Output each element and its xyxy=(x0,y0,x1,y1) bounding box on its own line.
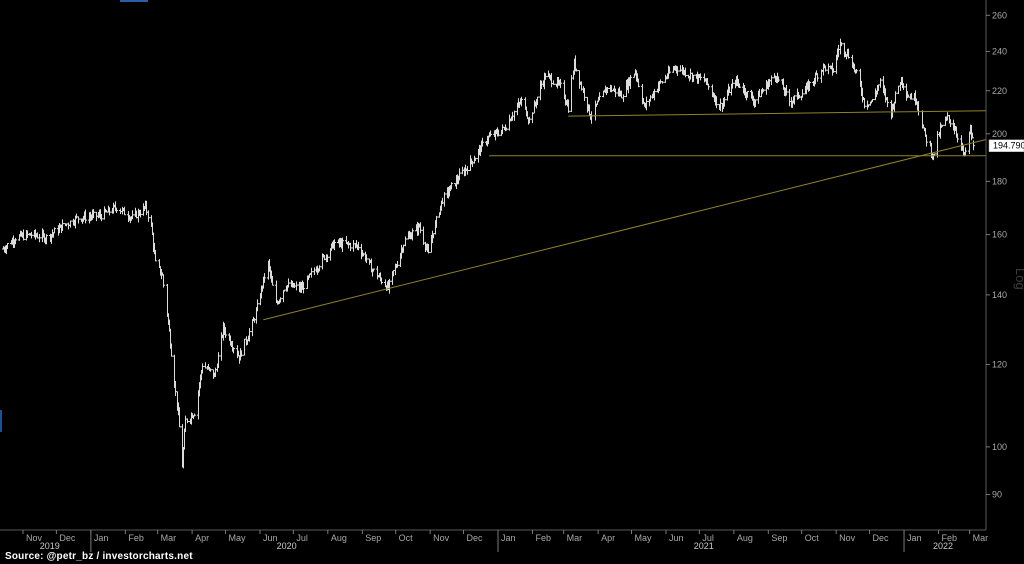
trend-lines xyxy=(263,110,987,321)
x-tick-label: Nov xyxy=(26,533,43,543)
x-tick-label: Feb xyxy=(128,533,144,543)
x-tick-label: Oct xyxy=(399,533,414,543)
top-accent-bar xyxy=(120,0,148,2)
x-tick-label: Jan xyxy=(907,533,922,543)
x-tick-label: Jun xyxy=(263,533,278,543)
x-tick-label: May xyxy=(228,533,246,543)
x-tick-label: Dec xyxy=(59,533,76,543)
x-tick-label: Apr xyxy=(601,533,615,543)
x-tick-label: Jan xyxy=(501,533,516,543)
year-label: 2022 xyxy=(933,541,953,551)
last-value-box xyxy=(988,139,1024,152)
source-caption: Source: @petr_bz / investorcharts.net xyxy=(5,551,193,562)
x-tick-label: Mar xyxy=(567,533,583,543)
y-tick-label: 200 xyxy=(992,129,1007,139)
year-label: 2020 xyxy=(277,541,297,551)
x-tick-label: Jun xyxy=(669,533,684,543)
x-tick-label: Aug xyxy=(737,533,753,543)
x-tick-label: Sep xyxy=(771,533,787,543)
x-tick-label: Feb xyxy=(535,533,551,543)
y-tick-label: 100 xyxy=(992,442,1007,452)
x-tick-label: Dec xyxy=(873,533,890,543)
x-tick-label: May xyxy=(634,533,652,543)
y-tick-label: 160 xyxy=(992,230,1007,240)
y-tick-label: 220 xyxy=(992,86,1007,96)
x-tick-label: Nov xyxy=(839,533,856,543)
chart-axes xyxy=(0,0,987,531)
x-tick-label: Feb xyxy=(942,533,958,543)
price-bars xyxy=(2,38,975,469)
x-tick-label: Nov xyxy=(433,533,450,543)
last-value-label: 194.790 xyxy=(993,141,1024,151)
trend-line xyxy=(568,110,987,117)
y-tick-label: 260 xyxy=(992,10,1007,20)
y-axis-ticks: 90 100 120 140 160 180 200 220 240 260 xyxy=(986,10,1007,499)
last-value-marker: 194.790 xyxy=(988,139,1024,152)
x-tick-label: Mar xyxy=(161,533,177,543)
y-tick-label: 140 xyxy=(992,290,1007,300)
y-tick-label: 240 xyxy=(992,46,1007,56)
x-tick-label: Sep xyxy=(365,533,381,543)
y-tick-label: 180 xyxy=(992,176,1007,186)
x-tick-label: Jul xyxy=(296,533,308,543)
year-label: 2019 xyxy=(40,541,60,551)
log-scale-label: Log xyxy=(1013,268,1024,290)
x-tick-label: Apr xyxy=(195,533,209,543)
x-tick-label: Jul xyxy=(702,533,714,543)
x-tick-label: Dec xyxy=(467,533,484,543)
x-tick-label: Aug xyxy=(331,533,347,543)
x-axis-ticks: Nov Dec Jan Feb Mar Apr May Jun Jul Aug Sep Oct Nov D… xyxy=(22,530,989,552)
x-tick-label: Oct xyxy=(805,533,820,543)
year-label: 2021 xyxy=(694,541,714,551)
y-tick-label: 120 xyxy=(992,360,1007,370)
x-tick-label: Mar xyxy=(973,533,989,543)
x-tick-label: Jan xyxy=(94,533,109,543)
y-tick-label: 90 xyxy=(992,489,1002,499)
left-accent-bar xyxy=(0,410,2,432)
trend-line xyxy=(263,139,987,321)
